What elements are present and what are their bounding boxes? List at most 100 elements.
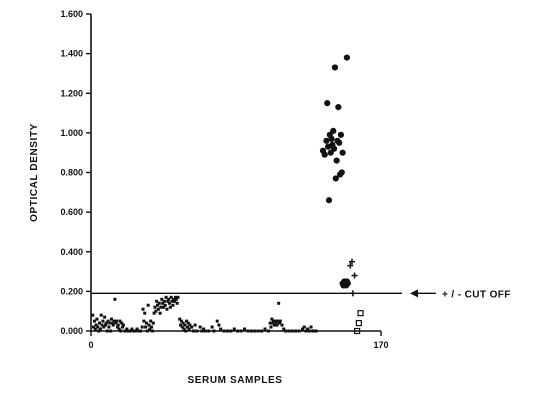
data-point-square xyxy=(116,323,120,327)
data-point-square xyxy=(172,297,176,301)
data-point-square xyxy=(268,321,272,325)
data-point-square xyxy=(166,299,170,303)
data-point-square xyxy=(143,311,147,315)
data-point-square xyxy=(115,325,119,329)
data-point-square xyxy=(179,319,183,323)
cutoff-label: + / - CUT OFF xyxy=(442,289,511,300)
data-point-square xyxy=(301,327,305,331)
axes-layer xyxy=(86,13,436,336)
data-point-square xyxy=(120,321,124,325)
marks-layer xyxy=(91,54,364,335)
data-point-square xyxy=(188,323,192,327)
data-point-square xyxy=(175,301,179,305)
data-point-square xyxy=(174,297,178,301)
data-point-square xyxy=(159,305,163,309)
data-point-circle xyxy=(332,175,339,182)
data-point-square xyxy=(269,325,273,329)
data-point-square xyxy=(91,313,95,317)
data-point-square xyxy=(278,321,281,325)
data-point-square xyxy=(280,323,284,327)
data-point-square xyxy=(140,325,144,329)
data-point-square xyxy=(151,321,155,325)
data-point-square xyxy=(103,315,107,319)
data-point-square xyxy=(302,325,306,329)
data-point-square xyxy=(185,319,189,323)
data-point-square xyxy=(181,321,185,325)
data-point-square xyxy=(114,321,118,325)
data-point-square xyxy=(243,327,247,331)
data-point-square xyxy=(144,321,148,325)
data-point-square xyxy=(98,327,102,331)
data-point-square xyxy=(152,311,156,315)
data-point-open-square xyxy=(357,310,364,317)
data-point-square xyxy=(185,325,189,329)
data-point-square xyxy=(130,327,134,331)
data-point-circle xyxy=(344,280,351,287)
y-tick-label: 1.000 xyxy=(60,128,83,138)
x-tick-label: 170 xyxy=(373,340,388,350)
data-point-circle xyxy=(321,151,328,158)
y-tick-label: 1.200 xyxy=(60,88,83,98)
data-point-square xyxy=(111,323,115,327)
data-point-circle xyxy=(323,137,330,144)
data-point-square xyxy=(167,301,171,305)
data-point-square xyxy=(156,303,160,307)
data-point-square xyxy=(147,323,151,327)
data-point-circle xyxy=(328,135,335,142)
y-tick-label: 0.000 xyxy=(60,326,83,336)
data-point-plus xyxy=(347,262,354,269)
data-point-square xyxy=(168,305,172,309)
data-point-square xyxy=(96,325,100,329)
data-point-square xyxy=(273,319,277,323)
data-point-square xyxy=(171,303,175,307)
data-point-square xyxy=(102,325,106,329)
data-point-square xyxy=(118,319,122,323)
data-point-square xyxy=(150,325,154,329)
data-point-square xyxy=(278,319,282,323)
data-point-square xyxy=(176,295,180,299)
data-point-circle xyxy=(330,127,337,134)
data-point-square xyxy=(178,317,182,321)
data-point-square xyxy=(113,297,117,301)
data-point-square xyxy=(162,305,165,309)
data-point-square xyxy=(158,311,162,315)
data-point-square xyxy=(98,321,102,325)
data-point-square xyxy=(110,321,114,325)
data-point-square xyxy=(217,323,221,327)
data-point-circle xyxy=(331,64,339,71)
data-point-plus xyxy=(351,272,358,279)
data-point-square xyxy=(142,319,146,323)
data-point-square xyxy=(173,295,177,299)
data-point-square xyxy=(169,295,173,299)
data-point-square xyxy=(161,301,165,305)
cutoff-arrow-head xyxy=(410,289,418,298)
data-point-square xyxy=(148,327,152,331)
data-point-square xyxy=(141,307,145,311)
data-point-square xyxy=(104,323,107,327)
data-point-square xyxy=(215,319,219,323)
text-layer: 0.000 0.200 0.400 0.600 0.800 1.000 1.200 1.400… xyxy=(29,9,511,386)
y-tick-label: 0.600 xyxy=(60,207,83,217)
data-point-square xyxy=(135,327,139,331)
data-point-circle xyxy=(343,54,350,61)
data-point-square xyxy=(92,319,96,323)
data-point-square xyxy=(190,325,194,329)
data-point-square xyxy=(93,327,97,331)
data-point-square xyxy=(95,317,99,321)
data-point-square xyxy=(112,319,116,323)
data-point-circle xyxy=(339,149,346,156)
data-point-square xyxy=(180,325,184,329)
data-point-square xyxy=(149,319,153,323)
data-point-square xyxy=(272,323,276,327)
data-point-square xyxy=(100,323,104,327)
data-point-square xyxy=(165,307,169,311)
data-point-square xyxy=(121,325,125,329)
data-point-square xyxy=(107,325,111,329)
data-point-square xyxy=(108,321,112,325)
data-point-square xyxy=(117,327,121,331)
data-point-square xyxy=(282,327,286,331)
data-point-square xyxy=(183,323,187,327)
data-point-square xyxy=(121,323,125,327)
data-point-square xyxy=(144,325,148,329)
data-point-square xyxy=(115,319,119,323)
